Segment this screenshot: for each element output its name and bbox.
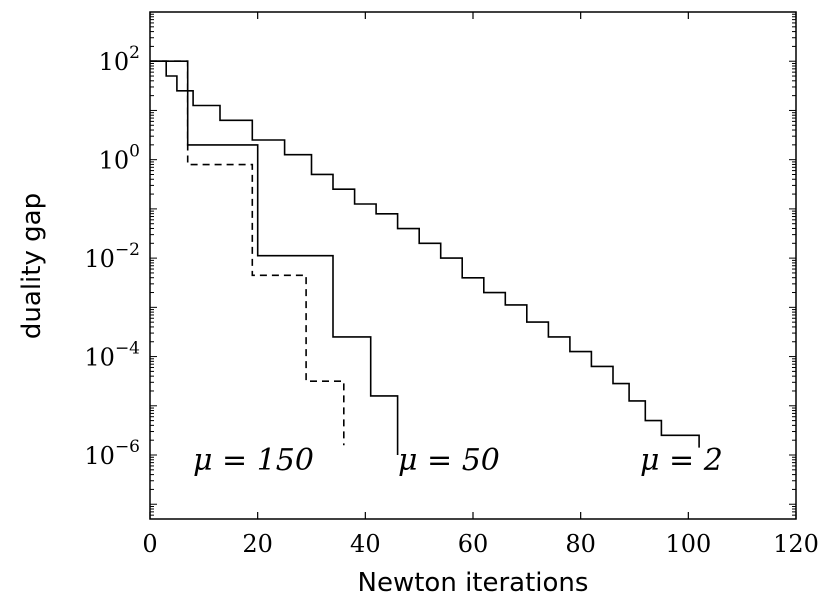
series-line-0 [150,60,345,446]
y-tick-label: 102 [99,43,140,76]
y-tick-base: 10 [84,442,115,470]
x-tick-label: 0 [142,530,157,558]
y-axis-title: duality gap [17,193,47,339]
y-tick-exponent: 2 [129,43,140,63]
x-tick-label: 100 [665,530,711,558]
y-tick-label: 10−4 [84,339,140,372]
series-line-2 [150,60,700,448]
y-tick-base: 10 [99,147,130,175]
x-tick-label: 120 [773,530,819,558]
y-tick-exponent: −4 [115,339,140,359]
y-tick-base: 10 [84,245,115,273]
x-axis-ticks: 0 20 40 60 80 100 120 [142,12,819,558]
y-tick-base: 10 [99,48,130,76]
y-tick-base: 10 [84,344,115,372]
x-tick-label: 80 [565,530,596,558]
series-layer [150,60,700,455]
x-tick-label: 60 [458,530,489,558]
series-annotation-2: μ = 2 [640,443,723,478]
series-annotation-0: μ = 150 [193,443,314,478]
series-line-1 [150,60,399,455]
y-tick-label: 10−2 [84,240,140,273]
x-tick-label: 40 [350,530,381,558]
x-tick-label: 20 [242,530,273,558]
y-tick-label: 100 [99,142,140,175]
y-tick-exponent: 0 [129,142,140,162]
series-annotations: μ = 150 μ = 50 μ = 2 [193,443,723,478]
y-tick-label: 10−6 [84,437,140,470]
series-annotation-1: μ = 50 [398,443,500,478]
y-tick-exponent: −2 [115,240,140,260]
y-tick-exponent: −6 [115,437,140,457]
x-axis-title: Newton iterations [358,568,589,598]
